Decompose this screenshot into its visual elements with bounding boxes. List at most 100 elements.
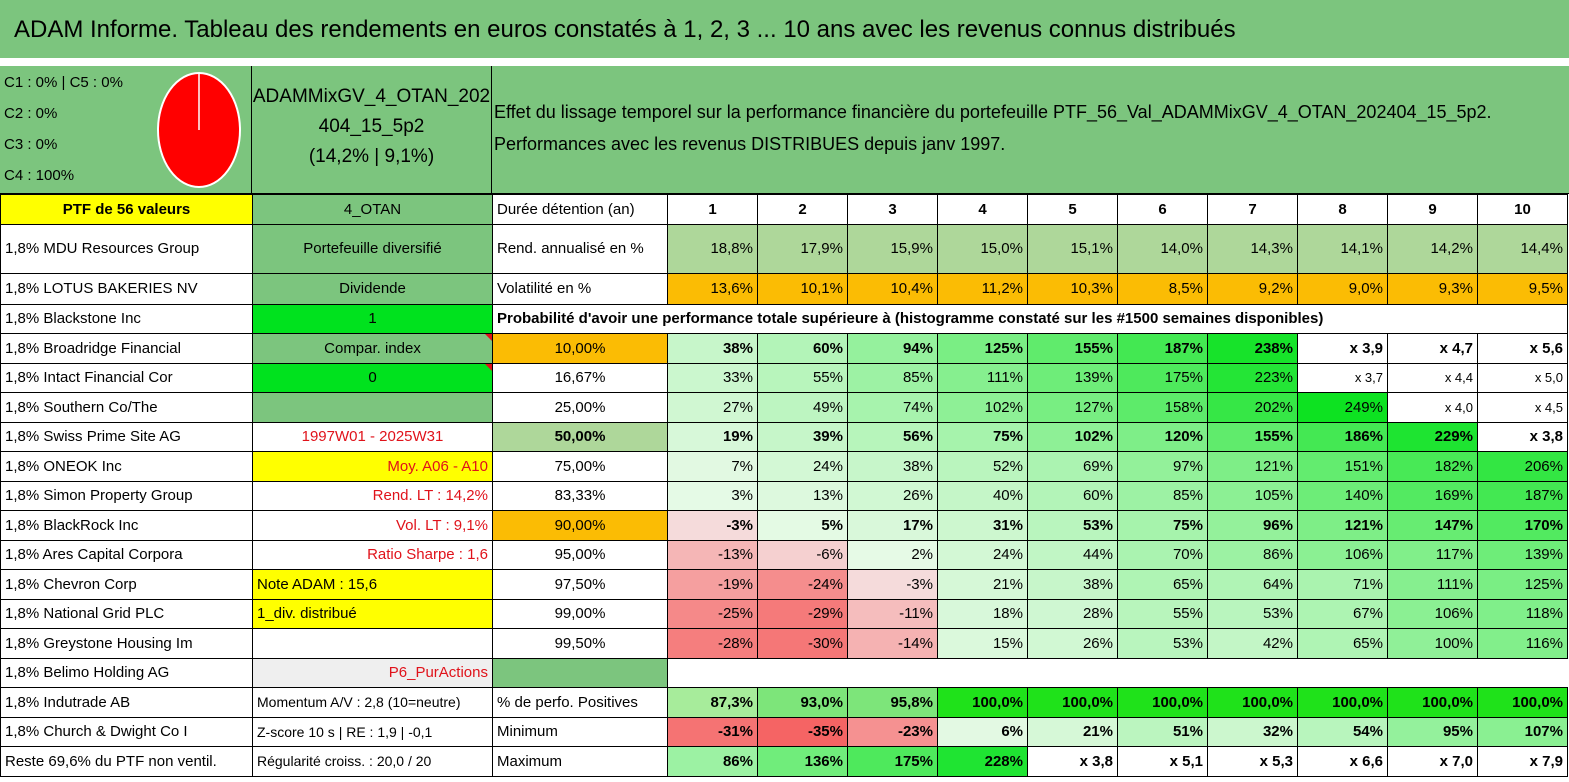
probability-cell: 52% bbox=[937, 451, 1028, 482]
probability-cell: x 4,7 bbox=[1387, 333, 1478, 364]
probability-cell: 249% bbox=[1297, 392, 1388, 423]
maximum-cell: x 7,0 bbox=[1387, 746, 1478, 777]
positives-cell: 93,0% bbox=[757, 687, 848, 718]
portfolio-perf: (14,2% | 9,1%) bbox=[308, 146, 435, 167]
positives-cell: 87,3% bbox=[667, 687, 758, 718]
probability-threshold: 83,33% bbox=[492, 480, 668, 511]
index-value: 0 bbox=[252, 362, 493, 393]
probability-cell: 86% bbox=[1207, 539, 1298, 570]
annual-return-row: 1,8% MDU Resources Group Portefeuille div… bbox=[0, 223, 1568, 274]
probability-cell: 139% bbox=[1027, 362, 1118, 393]
cluster-line-3: C3 : 0% bbox=[4, 136, 58, 153]
probability-cell: -25% bbox=[667, 598, 758, 629]
probability-row: 1,8% National Grid PLC 1_div. distribué 99… bbox=[0, 598, 1568, 629]
probability-cell: 38% bbox=[667, 333, 758, 364]
probability-cell: 2% bbox=[847, 539, 938, 570]
probability-threshold: 10,00% bbox=[492, 333, 668, 364]
portfolio-name-2: 404_15_5p2 bbox=[318, 116, 425, 137]
probability-cell: 100% bbox=[1387, 628, 1478, 659]
probability-cell: 55% bbox=[757, 362, 848, 393]
maximum-cell: x 3,8 bbox=[1027, 746, 1118, 777]
probability-cell: 85% bbox=[1117, 480, 1208, 511]
volatility-cell: 8,5% bbox=[1117, 272, 1208, 305]
annual-return-cell: 17,9% bbox=[757, 223, 848, 274]
volatility-cell: 11,2% bbox=[937, 272, 1028, 305]
probability-cell: -29% bbox=[757, 598, 848, 629]
probability-cell: 102% bbox=[1027, 421, 1118, 452]
probability-cell: 102% bbox=[937, 392, 1028, 423]
minimum-cell: -35% bbox=[757, 716, 848, 747]
probability-threshold: 99,00% bbox=[492, 598, 668, 629]
probability-cell: 64% bbox=[1207, 569, 1298, 600]
probability-cell: 155% bbox=[1207, 421, 1298, 452]
probability-cell: 3% bbox=[667, 480, 758, 511]
probability-cell: 139% bbox=[1477, 539, 1568, 570]
probability-cell: 187% bbox=[1117, 333, 1208, 364]
probability-cell: 13% bbox=[757, 480, 848, 511]
stock-row-13: 1,8% National Grid PLC bbox=[0, 598, 253, 629]
probability-cell: 106% bbox=[1387, 598, 1478, 629]
long-term-volatility: Vol. LT : 9,1% bbox=[252, 510, 493, 541]
maximum-row: Reste 69,6% du PTF non ventil. Régularité… bbox=[0, 746, 1568, 777]
probability-cell: 85% bbox=[847, 362, 938, 393]
probability-cell: 42% bbox=[1207, 628, 1298, 659]
annual-return-cell: 14,3% bbox=[1207, 223, 1298, 274]
probability-cell: 44% bbox=[1027, 539, 1118, 570]
probability-cell: 70% bbox=[1117, 539, 1208, 570]
belimo-row: 1,8% Belimo Holding AG P6_PurActions bbox=[0, 657, 1568, 688]
probability-cell: 55% bbox=[1117, 598, 1208, 629]
probability-cell: 53% bbox=[1207, 598, 1298, 629]
probability-cell: 56% bbox=[847, 421, 938, 452]
probability-cell: 7% bbox=[667, 451, 758, 482]
probability-cell: 39% bbox=[757, 421, 848, 452]
probability-cell: -6% bbox=[757, 539, 848, 570]
empty-cell bbox=[848, 658, 938, 688]
positives-cell: 100,0% bbox=[1117, 687, 1208, 718]
probability-cell: 65% bbox=[1297, 628, 1388, 659]
probability-cell: 33% bbox=[667, 362, 758, 393]
volatility-cell: 9,3% bbox=[1387, 272, 1478, 305]
stock-row-3: 1,8% Blackstone Inc bbox=[0, 303, 253, 334]
returns-table: PTF de 56 valeurs 4_OTAN Durée détention (… bbox=[0, 194, 1568, 777]
volatility-cell: 10,4% bbox=[847, 272, 938, 305]
probability-cell: 147% bbox=[1387, 510, 1478, 541]
probability-row: 1,8% Intact Financial Cor 0 16,67% 33% 55% 85… bbox=[0, 362, 1568, 393]
volatility-cell: 9,5% bbox=[1477, 272, 1568, 305]
probability-cell: -13% bbox=[667, 539, 758, 570]
empty-cell bbox=[1028, 658, 1118, 688]
probability-cell: 175% bbox=[1117, 362, 1208, 393]
probability-cell: 186% bbox=[1297, 421, 1388, 452]
probability-title-row: 1,8% Blackstone Inc 1 Probabilité d'avoir … bbox=[0, 303, 1568, 334]
adam-score: Note ADAM : 15,6 bbox=[252, 569, 493, 600]
effect-line-2: Performances avec les revenus DISTRIBUES… bbox=[494, 134, 1006, 154]
positives-cell: 100,0% bbox=[1027, 687, 1118, 718]
annual-return-cell: 15,0% bbox=[937, 223, 1028, 274]
empty-cell bbox=[1388, 658, 1478, 688]
portfolio-name-box: ADAMMixGV_4_OTAN_202 404_15_5p2 (14,2% |… bbox=[252, 66, 492, 194]
maximum-cell: x 5,1 bbox=[1117, 746, 1208, 777]
probability-cell: -30% bbox=[757, 628, 848, 659]
probability-cell: x 4,4 bbox=[1387, 362, 1478, 393]
annual-return-cell: 14,4% bbox=[1477, 223, 1568, 274]
probability-cell: 140% bbox=[1297, 480, 1388, 511]
annual-return-cell: 14,1% bbox=[1297, 223, 1388, 274]
positives-cell: 100,0% bbox=[1297, 687, 1388, 718]
minimum-cell: 54% bbox=[1297, 716, 1388, 747]
summary-band: C1 : 0% | C5 : 0% C2 : 0% C3 : 0% C4 : 1… bbox=[0, 66, 1569, 194]
probability-cell: x 5,0 bbox=[1477, 362, 1568, 393]
stock-row-4: 1,8% Broadridge Financial bbox=[0, 333, 253, 364]
probability-threshold: 97,50% bbox=[492, 569, 668, 600]
probability-cell: 121% bbox=[1297, 510, 1388, 541]
year-header-6: 6 bbox=[1117, 194, 1208, 225]
minimum-cell: -23% bbox=[847, 716, 938, 747]
probability-cell: -14% bbox=[847, 628, 938, 659]
report-title: ADAM Informe. Tableau des rendements en … bbox=[0, 0, 1569, 60]
probability-cell: 127% bbox=[1027, 392, 1118, 423]
probability-row: 1,8% Ares Capital Corpora Ratio Sharpe : … bbox=[0, 539, 1568, 570]
year-header-2: 2 bbox=[757, 194, 848, 225]
maximum-cell: x 7,9 bbox=[1477, 746, 1568, 777]
probability-cell: 125% bbox=[1477, 569, 1568, 600]
probability-cell: 169% bbox=[1387, 480, 1478, 511]
positives-cell: 95,8% bbox=[847, 687, 938, 718]
sharpe-ratio: Ratio Sharpe : 1,6 bbox=[252, 539, 493, 570]
